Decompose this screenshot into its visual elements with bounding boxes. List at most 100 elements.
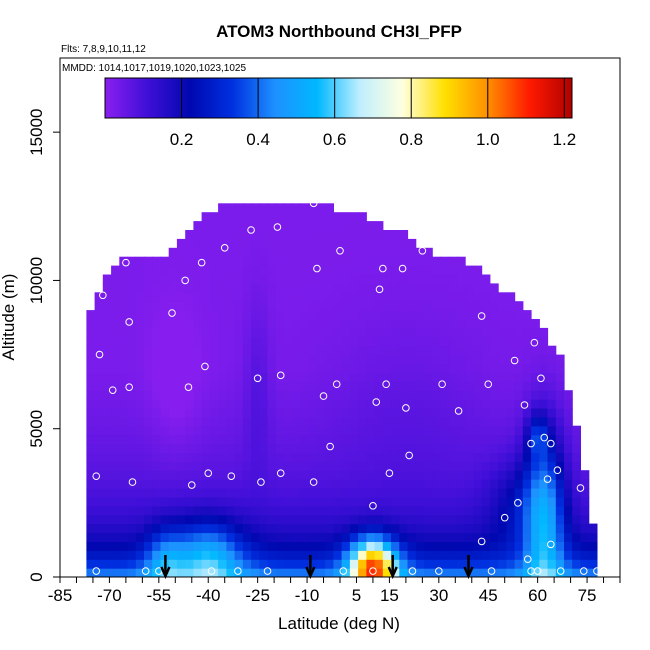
field-cell [555, 434, 565, 445]
field-cell [506, 363, 516, 373]
field-cell [358, 443, 367, 453]
field-cell [415, 496, 425, 507]
field-cell [267, 488, 277, 498]
field-cell [201, 221, 211, 231]
field-cell [209, 470, 219, 480]
field-cell [127, 470, 137, 480]
field-cell [514, 345, 524, 356]
field-cell [94, 452, 104, 462]
field-cell [267, 336, 277, 347]
field-cell [111, 541, 120, 551]
field-cell [358, 336, 367, 347]
field-cell [119, 496, 129, 507]
field-cell [506, 443, 516, 453]
field-cell [316, 479, 326, 489]
field-cell [111, 408, 120, 418]
field-cell [407, 372, 417, 382]
field-cell [209, 274, 219, 284]
concentration-field [86, 203, 598, 577]
field-cell [234, 479, 244, 489]
field-cell [267, 327, 277, 338]
field-cell [349, 238, 359, 249]
field-cell [316, 327, 326, 338]
field-cell [152, 479, 161, 489]
field-cell [555, 425, 565, 436]
field-cell [415, 247, 425, 258]
field-cell [176, 247, 186, 258]
field-cell [514, 470, 524, 480]
field-cell [218, 488, 227, 498]
field-cell [259, 310, 269, 320]
field-cell [152, 559, 161, 569]
field-cell [193, 363, 203, 373]
field-cell [234, 568, 244, 577]
field-cell [547, 523, 557, 534]
field-cell [333, 301, 343, 311]
field-cell [341, 283, 351, 293]
field-cell [119, 416, 129, 427]
field-cell [316, 390, 326, 400]
field-cell [176, 496, 186, 507]
field-cell [531, 381, 540, 391]
field-cell [564, 514, 573, 525]
field-cell [160, 479, 170, 489]
field-cell [127, 425, 137, 436]
field-cell [399, 301, 409, 311]
field-cell [456, 399, 466, 409]
field-cell [498, 461, 507, 471]
field-cell [119, 514, 129, 525]
field-cell [341, 479, 351, 489]
field-cell [547, 416, 557, 427]
field-cell [325, 488, 334, 498]
field-cell [242, 221, 252, 231]
field-cell [489, 345, 499, 356]
field-cell [456, 568, 466, 577]
field-cell [572, 532, 581, 542]
field-cell [201, 514, 211, 525]
field-cell [275, 425, 285, 436]
field-cell [292, 443, 301, 453]
field-cell [193, 550, 203, 560]
field-cell [102, 363, 112, 373]
field-cell [531, 550, 540, 560]
field-cell [251, 336, 260, 347]
field-cell [522, 452, 532, 462]
field-cell [358, 550, 367, 560]
field-cell [284, 310, 293, 320]
field-cell [473, 523, 483, 534]
field-cell [226, 461, 236, 471]
field-cell [473, 496, 483, 507]
field-cell [531, 523, 540, 534]
field-cell [292, 203, 301, 213]
field-cell [391, 479, 400, 489]
x-tick-label: -85 [48, 586, 73, 605]
sample-point [201, 362, 209, 371]
field-cell [489, 514, 499, 525]
field-cell [407, 319, 417, 329]
field-cell [366, 265, 376, 276]
field-cell [176, 514, 186, 525]
field-cell [201, 443, 211, 453]
field-cell [259, 256, 269, 267]
field-cell [193, 390, 203, 400]
field-cell [374, 319, 384, 329]
field-cell [514, 319, 524, 329]
field-cell [432, 496, 441, 507]
field-cell [201, 390, 211, 400]
field-cell [366, 310, 376, 320]
field-cell [316, 265, 326, 276]
field-cell [316, 443, 326, 453]
field-cell [300, 399, 310, 409]
field-cell [135, 488, 145, 498]
field-cell [514, 381, 524, 391]
field-cell [152, 399, 161, 409]
field-cell [358, 230, 367, 240]
field-cell [176, 265, 186, 276]
field-cell [251, 381, 260, 391]
field-cell [588, 532, 598, 542]
field-cell [424, 470, 433, 480]
flights-subtitle: Flts: 7,8,9,10,11,12 [61, 44, 146, 55]
field-cell [234, 496, 244, 507]
field-cell [119, 505, 129, 516]
